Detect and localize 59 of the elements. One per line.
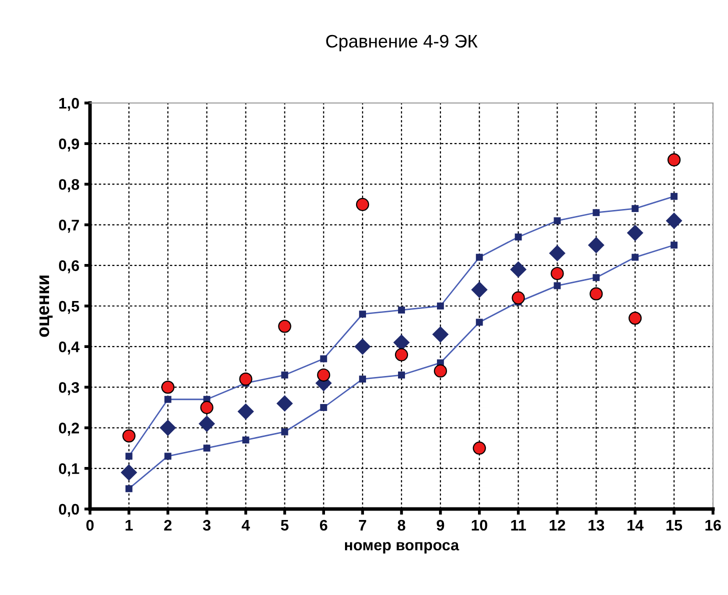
y-axis-title: оценки [39,276,53,337]
y-tick-label: 1,0 [59,98,79,111]
point [276,395,293,412]
point [434,364,448,378]
x-tick-label: 1 [126,520,133,530]
point [628,312,642,325]
point [510,261,527,278]
point [394,348,408,362]
x-tick-label: 13 [588,520,604,531]
x-tick-label: 14 [628,520,644,530]
x-tick-label: 0 [86,520,94,531]
y-tick-label: 0,3 [58,382,80,396]
point [588,236,604,254]
y-tick-label: 0,8 [58,179,80,192]
x-axis-title: номер вопроса [345,542,460,554]
y-tick-label: 0,0 [58,504,79,517]
chart-title: Сравнение 4-9 ЭК [326,34,478,52]
point [472,442,486,455]
point [471,282,488,298]
point [238,403,254,420]
x-tick-label: 12 [550,520,566,530]
y-tick-label: 0,6 [58,260,80,274]
point [549,245,566,262]
x-tick-label: 3 [202,520,211,531]
x-tick-label: 2 [164,520,172,530]
y-tick-label: 0,7 [58,220,79,233]
point [550,266,564,280]
point [432,326,449,343]
point [512,291,525,304]
x-tick-label: 16 [705,520,721,531]
point [356,198,370,212]
point [354,338,371,355]
point [317,368,330,382]
point [200,400,214,414]
point [160,420,176,436]
point [626,224,644,242]
x-tick-label: 7 [358,520,366,530]
point [278,320,292,333]
y-tick-label: 0,2 [58,422,79,436]
y-tick-label: 0,1 [58,463,80,476]
point [198,416,216,432]
point [666,212,682,229]
y-tick-label: 0,5 [58,300,80,314]
x-tick-label: 5 [280,520,289,531]
x-tick-label: 9 [436,520,444,531]
point [667,153,681,166]
point [120,464,138,481]
x-tick-label: 11 [511,520,526,530]
y-tick-label: 0,9 [58,138,80,152]
x-tick-label: 8 [398,520,406,531]
point [239,372,252,386]
x-tick-label: 10 [472,520,488,531]
x-tick-label: 15 [666,520,682,531]
x-tick-label: 6 [320,520,328,531]
point [122,429,136,442]
x-tick-label: 4 [242,520,250,530]
point [590,287,603,300]
y-tick-label: 0,4 [58,341,80,354]
point [161,380,174,394]
